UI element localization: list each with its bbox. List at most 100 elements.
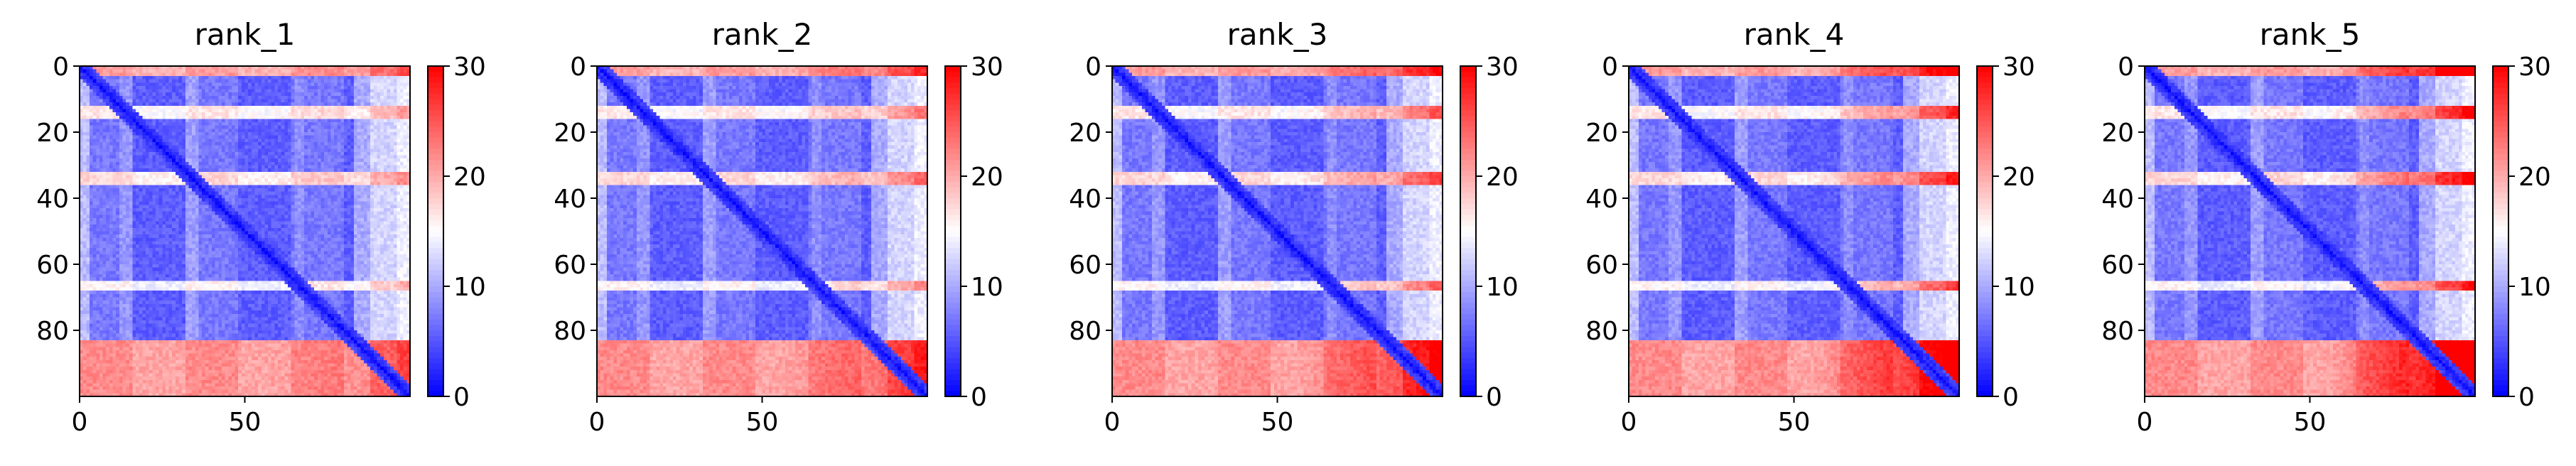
heatmap-cell [344, 119, 348, 123]
heatmap-cell [221, 66, 226, 70]
heatmap-cell [324, 72, 328, 77]
heatmap-cell [195, 215, 199, 219]
heatmap-cell [82, 112, 87, 116]
heatmap-cell [192, 125, 196, 129]
heatmap-cell [241, 175, 246, 179]
heatmap-cell [109, 105, 114, 110]
heatmap-cell [106, 72, 110, 77]
heatmap-cell [268, 132, 272, 136]
heatmap-cell [178, 145, 183, 149]
heatmap-cell [139, 112, 143, 116]
heatmap-cell [96, 102, 100, 107]
heatmap-cell [182, 95, 186, 100]
heatmap-cell [340, 217, 345, 222]
heatmap-cell [400, 102, 404, 107]
heatmap-cell [165, 112, 170, 116]
heatmap-cell [281, 85, 285, 90]
heatmap-cell [248, 224, 252, 229]
heatmap-cell [192, 109, 196, 113]
heatmap-cell [165, 215, 170, 219]
heatmap-cell [139, 224, 143, 229]
heatmap-cell [129, 158, 133, 163]
heatmap-cell [165, 185, 170, 189]
heatmap-cell [297, 151, 302, 156]
heatmap-cell [367, 125, 371, 129]
heatmap-cell [188, 75, 193, 80]
heatmap-cell [182, 92, 186, 97]
heatmap-cell [109, 201, 114, 205]
heatmap-cell [136, 188, 140, 193]
heatmap-cell [241, 171, 246, 176]
heatmap-cell [149, 119, 153, 123]
heatmap-cell [294, 125, 298, 129]
heatmap-cell [218, 207, 222, 212]
heatmap-cell [377, 119, 381, 123]
heatmap-cell [82, 109, 87, 113]
heatmap-cell [291, 171, 295, 176]
heatmap-cell [122, 207, 126, 212]
heatmap-cell [139, 139, 143, 143]
heatmap-cell [264, 102, 269, 107]
heatmap-cell [274, 66, 279, 70]
heatmap-cell [317, 95, 322, 100]
heatmap-cell [324, 181, 328, 185]
heatmap-cell [119, 205, 124, 209]
heatmap-cell [390, 171, 394, 176]
heatmap-cell [380, 95, 384, 100]
heatmap-cell [317, 191, 322, 195]
heatmap-cell [278, 85, 282, 90]
heatmap-cell [195, 195, 199, 199]
heatmap-cell [311, 119, 315, 123]
heatmap-cell [400, 99, 404, 103]
heatmap-cell [155, 211, 160, 215]
heatmap-cell [126, 69, 130, 73]
heatmap-cell [228, 215, 232, 219]
heatmap-cell [281, 75, 285, 80]
heatmap-cell [400, 69, 404, 73]
heatmap-cell [192, 227, 196, 232]
heatmap-cell [330, 215, 335, 219]
heatmap-cell [192, 112, 196, 116]
heatmap-cell [278, 198, 282, 202]
heatmap-cell [370, 129, 374, 133]
heatmap-cell [367, 211, 371, 215]
heatmap-cell [344, 95, 348, 100]
heatmap-cell [241, 198, 246, 202]
heatmap-cell [370, 215, 374, 219]
heatmap-cell [347, 122, 351, 126]
heatmap-cell [155, 215, 160, 219]
heatmap-cell [397, 224, 401, 229]
heatmap-cell [212, 207, 216, 212]
heatmap-cell [182, 175, 186, 179]
heatmap-cell [248, 151, 252, 156]
heatmap-cell [182, 141, 186, 146]
heatmap-cell [158, 85, 163, 90]
heatmap-cell [284, 125, 289, 129]
heatmap-cell [367, 215, 371, 219]
heatmap-cell [152, 201, 156, 205]
heatmap-cell [387, 75, 391, 80]
heatmap-cell [139, 105, 143, 110]
heatmap-cell [96, 158, 100, 163]
heatmap-cell [294, 129, 298, 133]
heatmap-cell [92, 178, 97, 183]
heatmap-cell [268, 148, 272, 153]
heatmap-cell [340, 112, 345, 116]
heatmap-cell [330, 175, 335, 179]
heatmap-cell [106, 224, 110, 229]
heatmap-cell [139, 99, 143, 103]
heatmap-cell [344, 185, 348, 189]
heatmap-cell [258, 66, 262, 70]
heatmap-cell [185, 168, 190, 173]
heatmap-cell [158, 185, 163, 189]
heatmap-cell [208, 198, 212, 202]
heatmap-cell [142, 141, 146, 146]
heatmap-cell [136, 205, 140, 209]
heatmap-cell [373, 102, 378, 107]
heatmap-cell [126, 92, 130, 97]
heatmap-cell [109, 185, 114, 189]
heatmap-cell [215, 175, 219, 179]
heatmap-cell [380, 66, 384, 70]
heatmap-cell [168, 217, 173, 222]
heatmap-cell [337, 217, 341, 222]
